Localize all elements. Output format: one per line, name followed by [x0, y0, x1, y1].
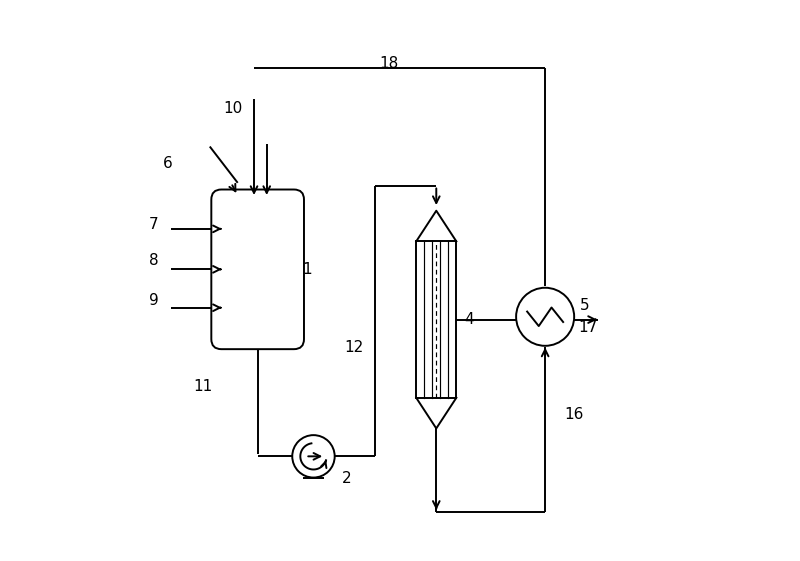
- Text: 9: 9: [149, 292, 158, 307]
- Text: 16: 16: [565, 407, 584, 422]
- Text: 12: 12: [345, 340, 364, 355]
- Text: 2: 2: [342, 471, 351, 486]
- FancyBboxPatch shape: [211, 190, 304, 349]
- Text: 11: 11: [194, 379, 213, 394]
- Text: 1: 1: [302, 262, 312, 277]
- Text: 4: 4: [464, 312, 474, 327]
- Text: 17: 17: [578, 320, 598, 335]
- Bar: [416, 241, 456, 398]
- Text: 6: 6: [162, 156, 172, 171]
- Text: 5: 5: [580, 298, 590, 313]
- Text: 18: 18: [379, 56, 398, 71]
- Text: 7: 7: [149, 217, 158, 232]
- Text: 8: 8: [149, 254, 158, 269]
- Circle shape: [516, 288, 574, 346]
- Circle shape: [292, 435, 334, 477]
- Text: 10: 10: [223, 101, 242, 116]
